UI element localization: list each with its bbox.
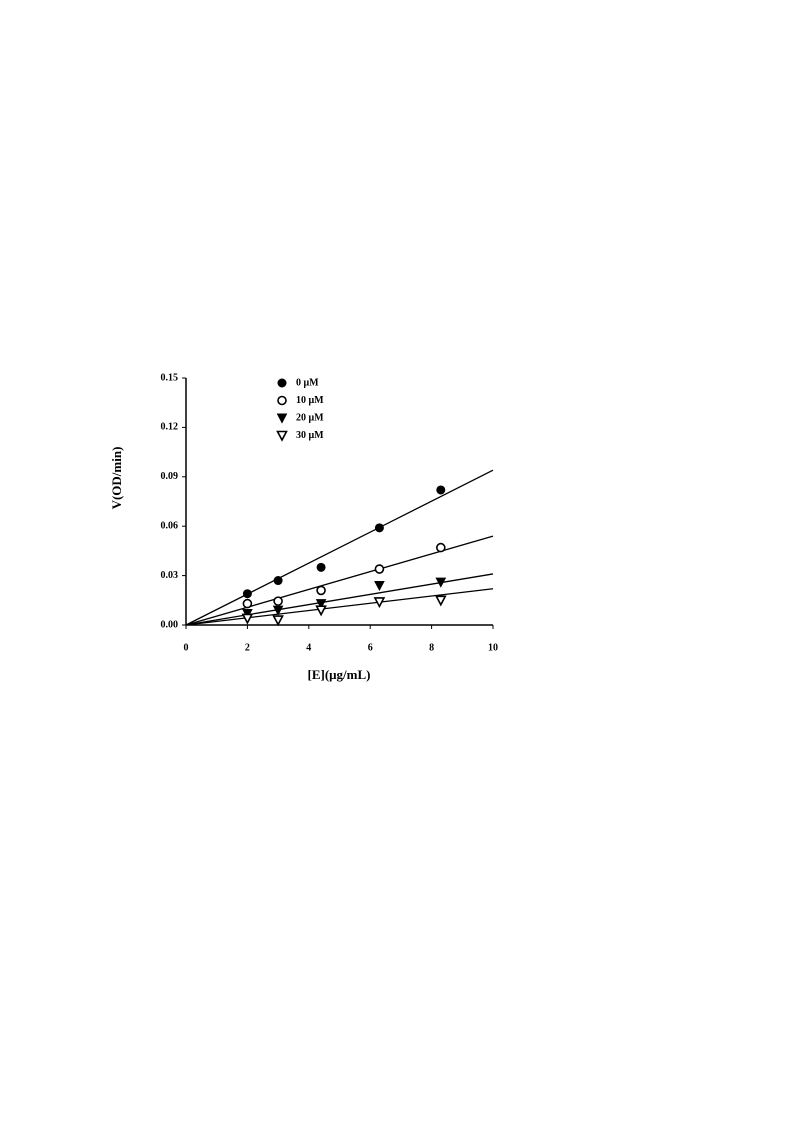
marker <box>315 605 327 617</box>
legend-label: 30 μM <box>296 430 324 441</box>
marker <box>436 542 446 553</box>
x-tick-label: 0 <box>184 642 189 653</box>
y-tick-label: 0.09 <box>161 471 179 482</box>
marker <box>434 595 447 607</box>
marker <box>273 596 283 606</box>
marker <box>272 615 284 627</box>
y-tick-label: 0.06 <box>161 520 179 531</box>
y-tick-label: 0.12 <box>161 422 179 433</box>
y-tick-label: 0.00 <box>161 619 179 630</box>
x-tick-label: 8 <box>429 642 434 653</box>
legend-marker <box>276 430 288 442</box>
marker <box>242 589 252 599</box>
legend-marker <box>277 395 287 406</box>
marker <box>373 597 386 609</box>
marker <box>374 564 385 574</box>
fit-line <box>185 588 494 626</box>
legend-label: 0 μM <box>296 377 319 388</box>
legend-marker <box>276 413 288 424</box>
marker <box>241 613 254 625</box>
marker <box>272 605 284 616</box>
legend-marker <box>277 378 287 388</box>
marker <box>273 576 283 586</box>
marker <box>374 580 385 592</box>
x-tick-label: 2 <box>245 642 250 653</box>
x-tick-label: 4 <box>306 642 311 653</box>
x-tick-label: 6 <box>368 642 373 653</box>
x-tick-label: 10 <box>488 642 498 653</box>
marker <box>315 599 327 610</box>
fit-line <box>185 469 494 626</box>
legend-label: 10 μM <box>296 395 324 406</box>
y-tick-label: 0.15 <box>161 372 179 383</box>
marker <box>316 562 326 572</box>
marker <box>435 577 447 588</box>
marker <box>436 485 446 495</box>
marker <box>374 523 384 533</box>
legend-label: 20 μM <box>296 412 324 423</box>
x-axis-title: [E](μg/mL) <box>308 667 371 682</box>
y-axis-title: V(OD/min) <box>109 447 124 510</box>
marker <box>316 585 326 596</box>
y-tick-label: 0.03 <box>161 570 179 581</box>
marker <box>242 598 253 609</box>
